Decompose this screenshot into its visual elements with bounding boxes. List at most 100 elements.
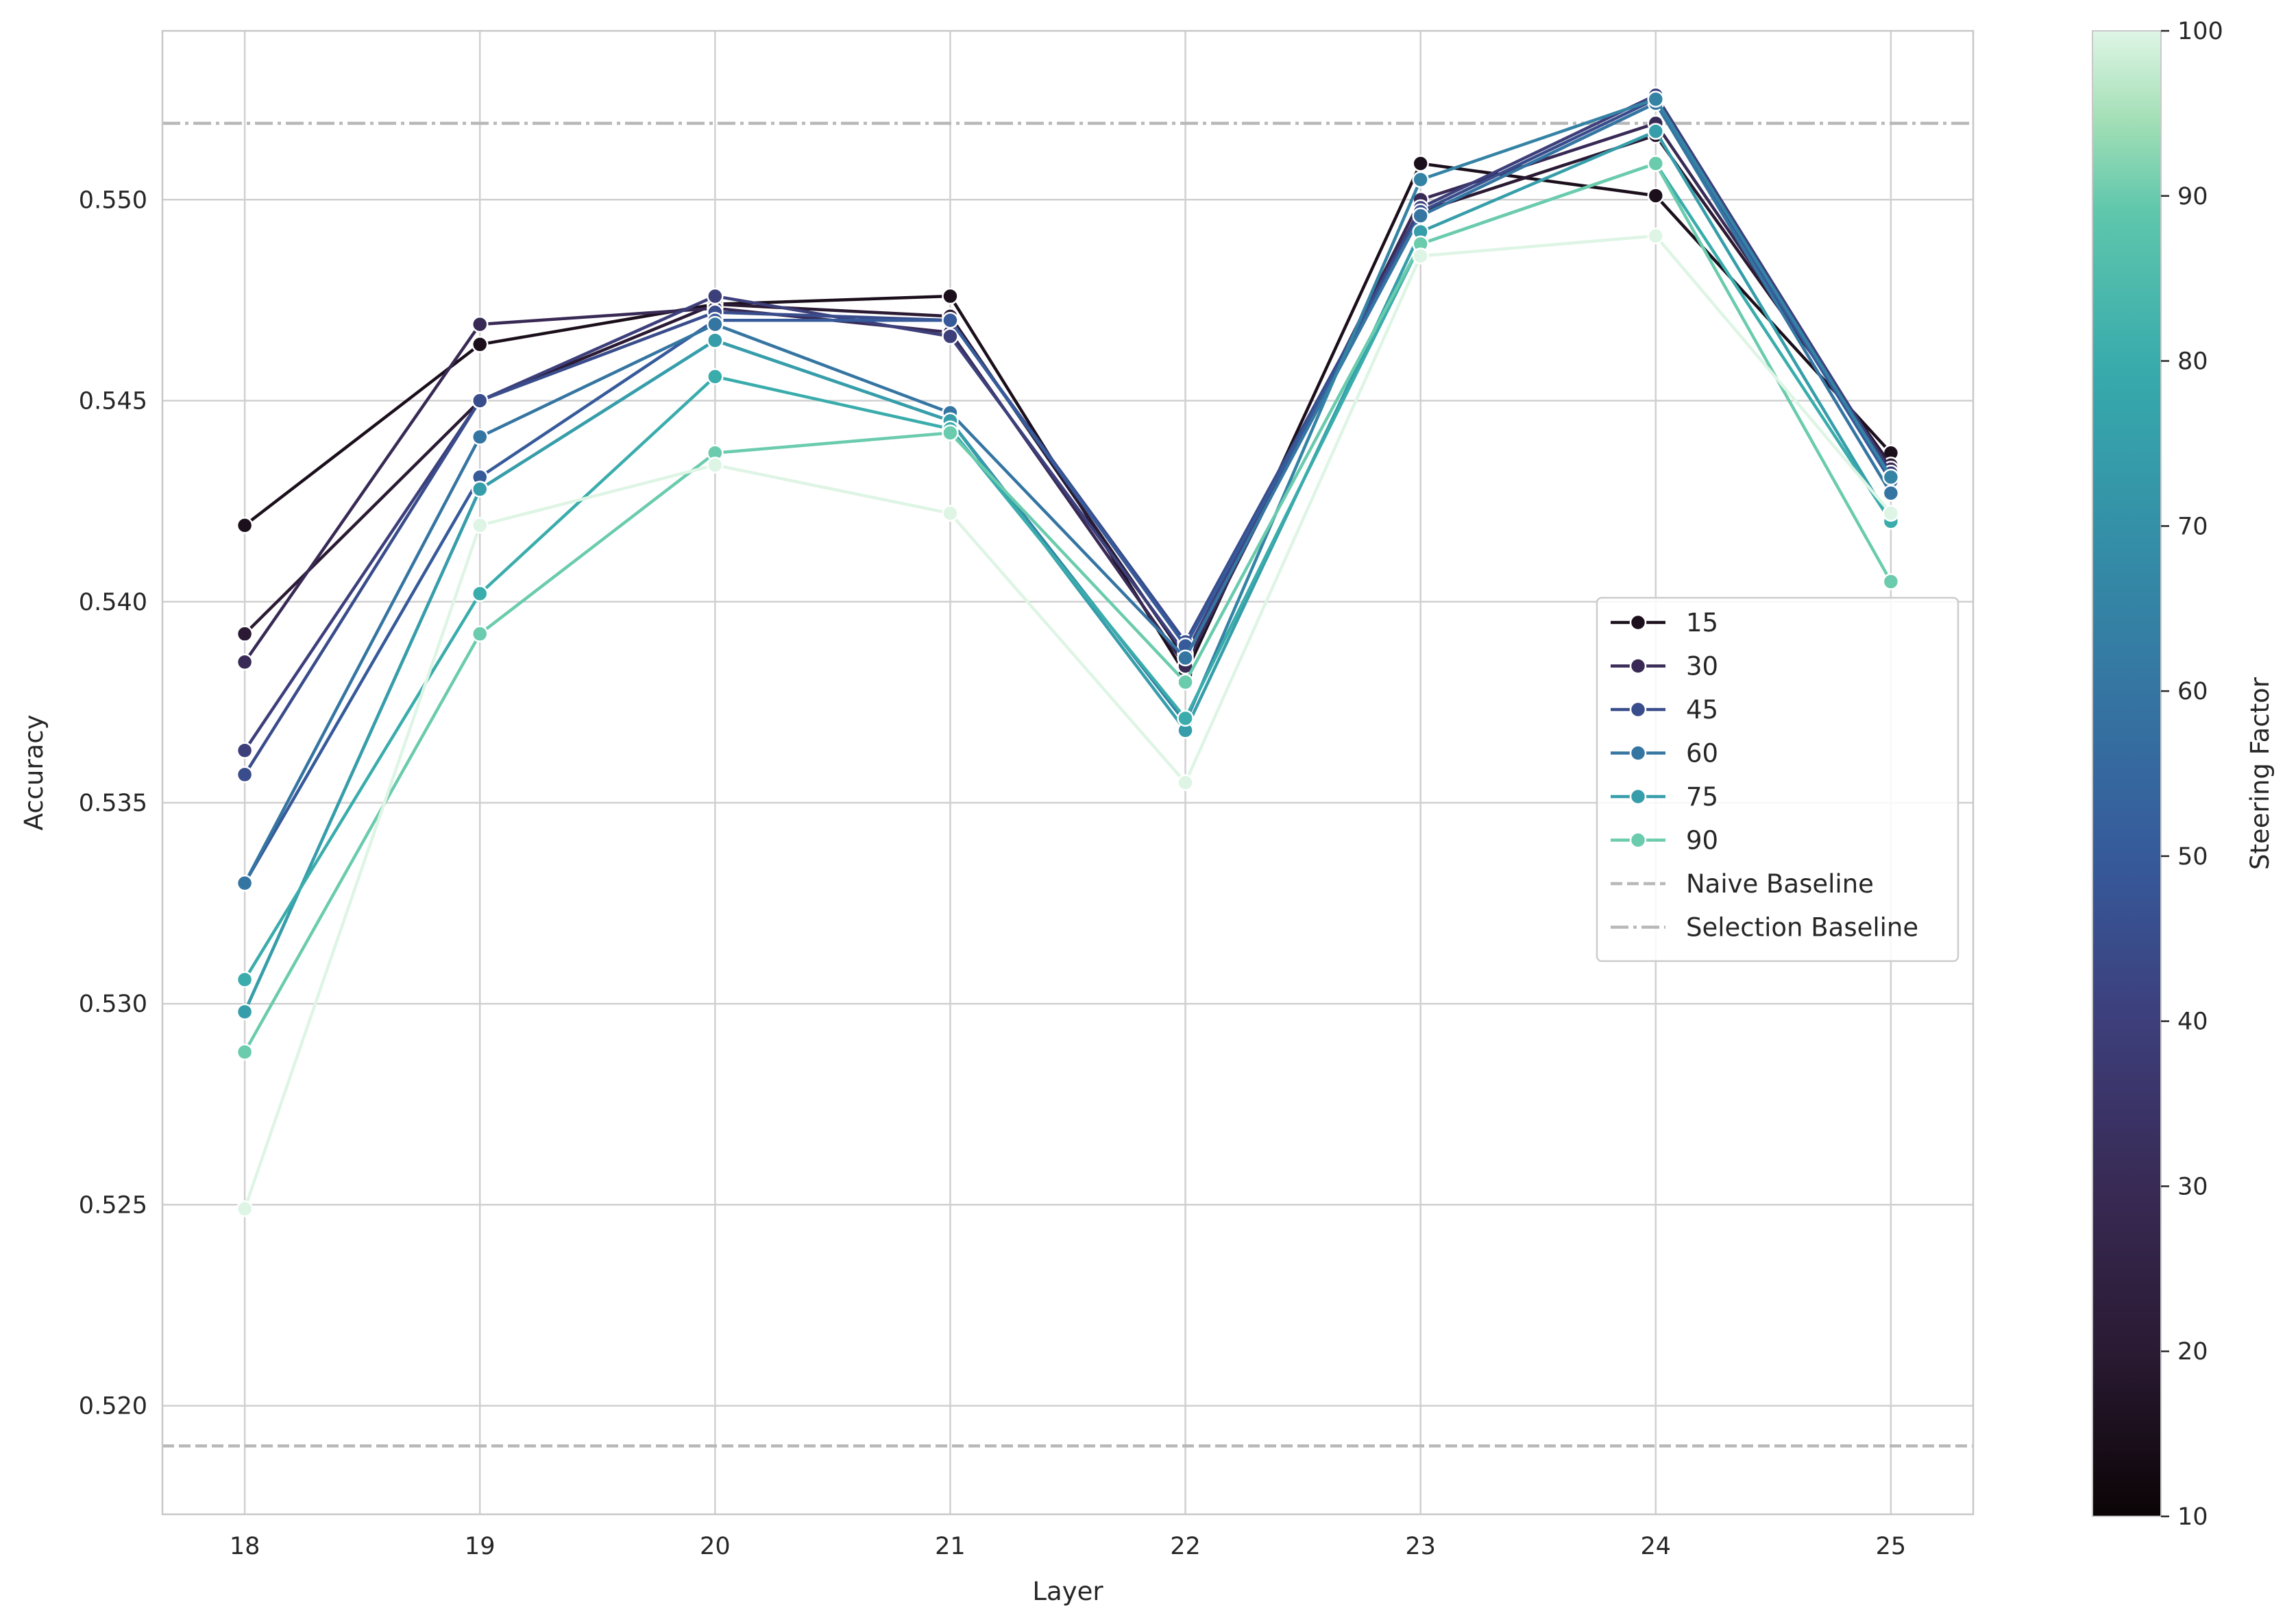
data-point <box>942 328 959 345</box>
data-point <box>236 517 254 534</box>
colorbar-tick-label: 40 <box>2177 1008 2208 1036</box>
colorbar-tick-label: 80 <box>2177 348 2208 376</box>
data-point <box>942 424 959 441</box>
data-point <box>1882 573 1900 590</box>
data-point <box>1177 649 1194 667</box>
colorbar-gradient <box>2092 30 2162 1517</box>
series-line <box>243 101 1892 884</box>
legend-label: Selection Baseline <box>1686 913 1918 943</box>
colorbar-tick-label: 10 <box>2177 1503 2208 1531</box>
colorbar-tick: 70 <box>2161 513 2208 540</box>
data-point <box>1412 171 1429 189</box>
legend-item: 60 <box>1611 739 1718 768</box>
colorbar-tick: 60 <box>2161 678 2208 705</box>
x-tick-label: 18 <box>230 1533 260 1560</box>
data-point <box>1647 227 1665 245</box>
colorbar-tick: 90 <box>2161 183 2208 210</box>
legend-item: 15 <box>1611 608 1718 638</box>
colorbar-label: Steering Factor <box>2245 677 2275 870</box>
y-tick-label: 0.525 <box>79 1191 147 1219</box>
legend-item: 75 <box>1611 782 1718 812</box>
data-point <box>471 585 489 603</box>
legend-label: Naive Baseline <box>1686 869 1874 899</box>
legend-label: 30 <box>1686 652 1718 681</box>
legend-marker <box>1629 744 1647 762</box>
legend-marker <box>1629 701 1647 718</box>
colorbar-tick-label: 30 <box>2177 1173 2208 1200</box>
colorbar-tick: 20 <box>2161 1338 2208 1366</box>
data-point <box>471 481 489 498</box>
data-point <box>236 1200 254 1217</box>
colorbar-tick-label: 60 <box>2177 678 2208 705</box>
colorbar-tick: 100 <box>2161 18 2223 45</box>
colorbar-tick-label: 70 <box>2177 513 2208 540</box>
data-point <box>236 875 254 892</box>
colorbar-tick: 80 <box>2161 348 2208 376</box>
plot-frame <box>161 29 1975 1516</box>
data-point <box>707 332 724 349</box>
legend-item: Selection Baseline <box>1611 913 1918 943</box>
legend-marker <box>1629 614 1647 631</box>
legend-label: 15 <box>1686 608 1718 638</box>
data-point <box>471 392 489 409</box>
x-tick-label: 24 <box>1641 1533 1672 1560</box>
data-point <box>1177 774 1194 791</box>
series-90 <box>236 155 1900 1061</box>
legend-box <box>1596 596 1959 962</box>
x-axis-label: Layer <box>1032 1577 1103 1606</box>
data-point <box>471 336 489 353</box>
legend-item: 90 <box>1611 826 1718 856</box>
y-axis-label: Accuracy <box>19 715 49 831</box>
data-point <box>1177 673 1194 691</box>
data-point <box>236 1003 254 1021</box>
series-group <box>236 86 1900 1217</box>
x-tick-label: 25 <box>1876 1533 1907 1560</box>
data-point <box>707 457 724 474</box>
y-tick-label: 0.530 <box>79 991 147 1018</box>
x-tick-label: 21 <box>935 1533 966 1560</box>
colorbar-tick-label: 100 <box>2177 18 2223 45</box>
data-point <box>471 517 489 534</box>
colorbar-tick: 50 <box>2161 843 2208 871</box>
data-point <box>1647 155 1665 172</box>
tick-labels: 18 19 20 21 22 23 24 25 0.520 0.525 0.530 0.535 0.54… <box>79 186 1906 1560</box>
data-point <box>707 368 724 385</box>
legend-label: 75 <box>1686 782 1718 812</box>
series-100 <box>236 227 1900 1217</box>
legend-item: 30 <box>1611 652 1718 681</box>
data-point <box>236 625 254 642</box>
data-point <box>1177 710 1194 727</box>
data-point <box>471 625 489 642</box>
series-30 <box>236 114 1900 675</box>
data-point <box>942 505 959 522</box>
series-line <box>243 234 1892 1210</box>
legend-label: 60 <box>1686 739 1718 768</box>
colorbar-tick: 10 <box>2161 1503 2208 1531</box>
data-point <box>471 315 489 333</box>
x-tick-label: 20 <box>700 1533 731 1560</box>
x-tick-label: 23 <box>1405 1533 1436 1560</box>
data-point <box>1882 485 1900 502</box>
legend-item: 45 <box>1611 695 1718 725</box>
plot-area: 18 19 20 21 22 23 24 25 0.520 0.525 0.530 0.535 0.54… <box>19 29 1975 1606</box>
colorbar: 10 20 30 40 50 60 70 80 90 100 Steering Factor <box>2092 18 2275 1531</box>
y-tick-label: 0.535 <box>79 790 147 817</box>
x-tick-label: 22 <box>1170 1533 1201 1560</box>
legend-label: 90 <box>1686 826 1718 856</box>
legend-label: 45 <box>1686 695 1718 725</box>
series-line <box>243 121 1892 668</box>
data-point <box>236 971 254 989</box>
data-point <box>236 766 254 784</box>
data-point <box>1882 505 1900 522</box>
data-point <box>1412 207 1429 225</box>
colorbar-tick: 30 <box>2161 1173 2208 1200</box>
data-point <box>236 742 254 759</box>
data-point <box>707 315 724 333</box>
data-point <box>1647 123 1665 140</box>
series-line <box>243 162 1892 1053</box>
y-tick-label: 0.550 <box>79 186 147 214</box>
data-point <box>942 287 959 305</box>
colorbar-tick-label: 50 <box>2177 843 2208 871</box>
data-point <box>1882 468 1900 486</box>
legend-marker <box>1629 832 1647 849</box>
